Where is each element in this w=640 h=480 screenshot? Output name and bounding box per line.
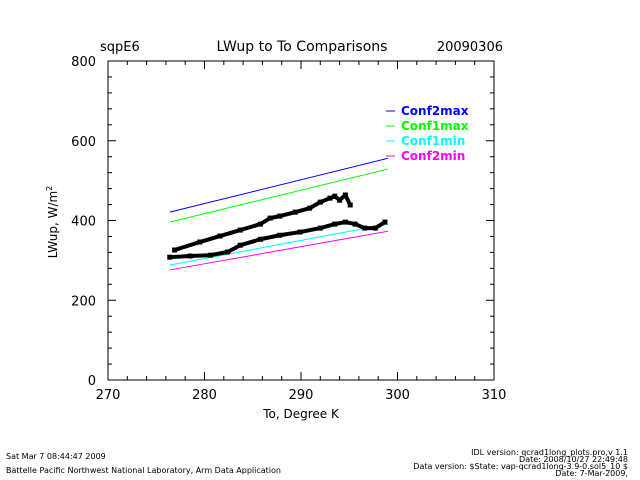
x-tick-label: 300	[385, 388, 410, 403]
y-axis-label: LWup, W/m2	[45, 186, 60, 259]
line-conf2max	[169, 157, 388, 213]
data-point	[332, 221, 338, 227]
data-point	[297, 229, 303, 235]
data-point	[317, 199, 323, 205]
data-point	[362, 225, 368, 231]
chart-title: LWup to To Comparisons	[217, 39, 388, 55]
data-point	[342, 192, 348, 198]
data-point	[277, 232, 283, 238]
footer-data-date: Date: 7-Mar-2009,	[555, 469, 628, 478]
line-conf1max	[169, 168, 388, 223]
data-point	[332, 193, 338, 199]
data-point	[197, 239, 203, 245]
data-point	[277, 213, 283, 219]
footer-idl-date: Date: 2008/10/27 22:49:48	[519, 455, 628, 464]
x-tick-label: 290	[289, 388, 314, 403]
y-tick-label: 0	[88, 374, 96, 389]
data-point	[257, 221, 263, 227]
data-point	[347, 202, 353, 208]
y-tick-label: 200	[71, 294, 96, 309]
x-axis-label: To, Degree K	[262, 407, 340, 421]
data-point	[172, 247, 178, 253]
data-point	[167, 254, 173, 260]
site-label: sqpE6	[100, 40, 140, 55]
legend-label: Conf1min	[401, 134, 465, 148]
data-point	[382, 219, 388, 225]
line-conf1min	[169, 223, 388, 266]
data-point	[217, 233, 223, 239]
x-tick-label: 310	[482, 388, 507, 403]
data-point	[327, 195, 333, 201]
legend-label: Conf1max	[401, 119, 469, 133]
line-conf2min	[169, 230, 388, 271]
date-label: 20090306	[437, 40, 503, 55]
data-point	[237, 242, 243, 248]
footer-timestamp: Sat Mar 7 08:44:47 2009	[6, 452, 106, 461]
y-tick-label: 800	[71, 55, 96, 70]
data-point	[317, 225, 323, 231]
footer-institution: Battelle Pacific Northwest National Labo…	[6, 466, 281, 475]
y-tick-label: 400	[71, 215, 96, 230]
x-tick-label: 280	[192, 388, 217, 403]
data-point	[207, 252, 213, 258]
data-point	[372, 225, 378, 231]
plot-frame	[107, 60, 495, 381]
footer-idl-version: IDL version: qcrad1long_plots.pro,v 1.1	[471, 448, 628, 457]
data-point	[337, 197, 343, 203]
x-tick-label: 270	[96, 388, 121, 403]
footer-data-version: Data version: $State: vap-qcrad1long-3.9…	[413, 462, 628, 471]
y-tick-label: 600	[71, 135, 96, 150]
data-point	[257, 236, 263, 242]
data-point	[237, 227, 243, 233]
legend-label: Conf2max	[401, 104, 469, 118]
data-point	[267, 215, 273, 221]
data-point	[187, 253, 193, 259]
data-point	[342, 219, 348, 225]
data-point	[225, 249, 231, 255]
legend-label: Conf2min	[401, 149, 465, 163]
data-point	[292, 209, 298, 215]
data-point	[307, 205, 313, 211]
data-point	[352, 221, 358, 227]
